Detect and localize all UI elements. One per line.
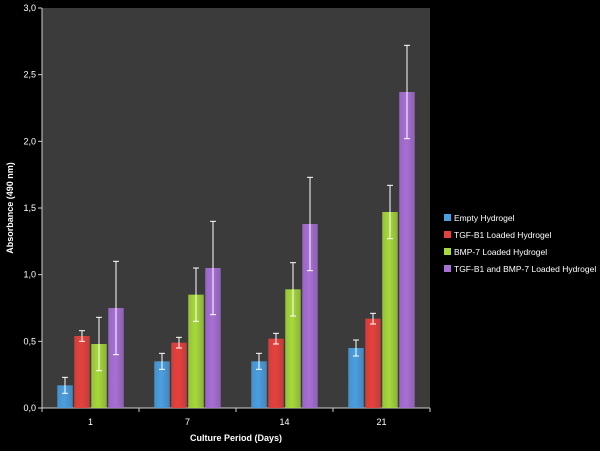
bar bbox=[251, 361, 267, 408]
bar bbox=[382, 212, 398, 408]
legend-swatch bbox=[444, 248, 451, 255]
x-tick-label: 1 bbox=[88, 417, 93, 427]
bars bbox=[57, 44, 415, 408]
legend-swatch bbox=[444, 231, 451, 238]
bar bbox=[108, 308, 124, 408]
bar bbox=[302, 224, 318, 408]
bar bbox=[188, 294, 204, 408]
bar bbox=[74, 336, 90, 408]
legend-label: TGF-B1 Loaded Hydrogel bbox=[454, 230, 551, 240]
bar bbox=[348, 348, 364, 408]
bar bbox=[154, 361, 170, 408]
y-tick-label: 1,0 bbox=[23, 270, 36, 280]
x-tick-label: 14 bbox=[279, 417, 289, 427]
y-tick-label: 2,5 bbox=[23, 70, 36, 80]
y-tick-label: 3,0 bbox=[23, 3, 36, 13]
legend-label: TGF-B1 and BMP-7 Loaded Hydrogel bbox=[454, 264, 596, 274]
bar bbox=[91, 344, 107, 408]
bar bbox=[268, 338, 284, 408]
y-tick-label: 1,5 bbox=[23, 203, 36, 213]
y-tick-label: 0,0 bbox=[23, 403, 36, 413]
x-tick-label: 7 bbox=[185, 417, 190, 427]
bar bbox=[205, 268, 221, 408]
bar bbox=[365, 318, 381, 408]
y-ticks: 0,0 0,5 1,0 1,5 2,0 2,5 3,0 bbox=[23, 3, 42, 413]
legend-label: BMP-7 Loaded Hydrogel bbox=[454, 247, 547, 257]
y-axis-title: Absorbance (490 nm) bbox=[5, 162, 15, 254]
y-tick-label: 0,5 bbox=[23, 336, 36, 346]
y-tick-label: 2,0 bbox=[23, 136, 36, 146]
legend: Empty Hydrogel TGF-B1 Loaded Hydrogel BMP-… bbox=[444, 213, 596, 274]
bar bbox=[285, 289, 301, 408]
x-tick-label: 21 bbox=[376, 417, 386, 427]
bar bbox=[399, 92, 415, 408]
bar bbox=[57, 385, 73, 408]
bar bbox=[171, 342, 187, 408]
legend-swatch bbox=[444, 265, 451, 272]
legend-label: Empty Hydrogel bbox=[454, 213, 515, 223]
x-ticks: 1 7 14 21 bbox=[41, 408, 431, 427]
x-axis-title: Culture Period (Days) bbox=[190, 433, 282, 443]
legend-swatch bbox=[444, 214, 451, 221]
